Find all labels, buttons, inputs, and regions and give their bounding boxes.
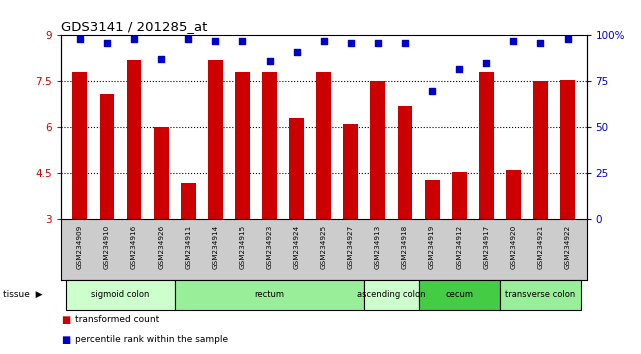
Text: ■: ■ xyxy=(61,335,70,344)
Text: percentile rank within the sample: percentile rank within the sample xyxy=(75,335,228,343)
Text: GSM234924: GSM234924 xyxy=(294,224,299,269)
Point xyxy=(562,36,572,42)
Bar xyxy=(506,170,520,219)
Text: cecum: cecum xyxy=(445,290,473,299)
FancyBboxPatch shape xyxy=(500,280,581,310)
Bar xyxy=(262,72,277,219)
Point xyxy=(75,36,85,42)
Bar xyxy=(127,60,142,219)
Point xyxy=(427,88,437,93)
Bar xyxy=(424,179,440,219)
Text: GSM234910: GSM234910 xyxy=(104,224,110,269)
Bar xyxy=(533,81,548,219)
Text: GSM234922: GSM234922 xyxy=(565,224,570,269)
Point xyxy=(264,58,274,64)
Point xyxy=(400,40,410,46)
FancyBboxPatch shape xyxy=(419,280,500,310)
Bar xyxy=(99,94,114,219)
Point xyxy=(292,49,302,55)
Text: GSM234926: GSM234926 xyxy=(158,224,164,269)
Text: GDS3141 / 201285_at: GDS3141 / 201285_at xyxy=(61,20,207,33)
Text: ascending colon: ascending colon xyxy=(357,290,426,299)
Text: GSM234920: GSM234920 xyxy=(510,224,517,269)
Bar xyxy=(344,124,358,219)
Point xyxy=(535,40,545,46)
FancyBboxPatch shape xyxy=(364,280,419,310)
Bar xyxy=(397,106,412,219)
FancyBboxPatch shape xyxy=(175,280,364,310)
Point xyxy=(454,66,464,72)
Bar xyxy=(235,72,250,219)
Point xyxy=(210,38,221,44)
Text: GSM234916: GSM234916 xyxy=(131,224,137,269)
Text: GSM234923: GSM234923 xyxy=(267,224,272,269)
Bar xyxy=(72,72,87,219)
Text: GSM234927: GSM234927 xyxy=(348,224,354,269)
Point xyxy=(508,38,519,44)
Point xyxy=(345,40,356,46)
Point xyxy=(237,38,247,44)
Bar xyxy=(560,80,575,219)
FancyBboxPatch shape xyxy=(66,280,175,310)
Text: tissue  ▶: tissue ▶ xyxy=(3,290,43,299)
Text: GSM234919: GSM234919 xyxy=(429,224,435,269)
Bar xyxy=(289,118,304,219)
Point xyxy=(156,57,166,62)
Text: GSM234925: GSM234925 xyxy=(320,224,327,269)
Point xyxy=(319,38,329,44)
Bar xyxy=(208,60,223,219)
Text: GSM234911: GSM234911 xyxy=(185,224,191,269)
Text: GSM234913: GSM234913 xyxy=(375,224,381,269)
Text: GSM234914: GSM234914 xyxy=(212,224,219,269)
Bar xyxy=(452,172,467,219)
Text: GSM234915: GSM234915 xyxy=(240,224,246,269)
Bar xyxy=(370,81,385,219)
Point xyxy=(102,40,112,46)
Point xyxy=(373,40,383,46)
Text: transverse colon: transverse colon xyxy=(505,290,576,299)
Text: GSM234921: GSM234921 xyxy=(537,224,544,269)
Text: ■: ■ xyxy=(61,315,70,325)
Text: GSM234918: GSM234918 xyxy=(402,224,408,269)
Bar xyxy=(181,183,196,219)
Text: rectum: rectum xyxy=(254,290,285,299)
Bar xyxy=(479,72,494,219)
Point xyxy=(129,36,139,42)
Point xyxy=(183,36,194,42)
Text: sigmoid colon: sigmoid colon xyxy=(91,290,150,299)
Bar xyxy=(154,127,169,219)
Text: GSM234909: GSM234909 xyxy=(77,224,83,269)
Point xyxy=(481,60,492,66)
Text: GSM234912: GSM234912 xyxy=(456,224,462,269)
Text: GSM234917: GSM234917 xyxy=(483,224,489,269)
Text: transformed count: transformed count xyxy=(75,315,159,324)
Bar xyxy=(316,72,331,219)
